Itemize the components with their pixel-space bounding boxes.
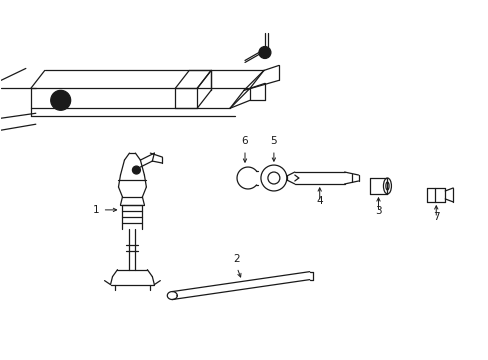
Circle shape	[56, 95, 65, 105]
Text: 4: 4	[316, 196, 323, 206]
Circle shape	[132, 166, 140, 174]
Text: 6: 6	[241, 136, 248, 146]
Circle shape	[51, 90, 71, 110]
Text: 7: 7	[432, 212, 439, 222]
Text: 1: 1	[93, 205, 100, 215]
Circle shape	[262, 50, 267, 55]
Text: 3: 3	[374, 206, 381, 216]
Text: 5: 5	[270, 136, 277, 146]
Circle shape	[259, 46, 270, 58]
Circle shape	[59, 98, 62, 102]
Text: 2: 2	[233, 254, 240, 264]
